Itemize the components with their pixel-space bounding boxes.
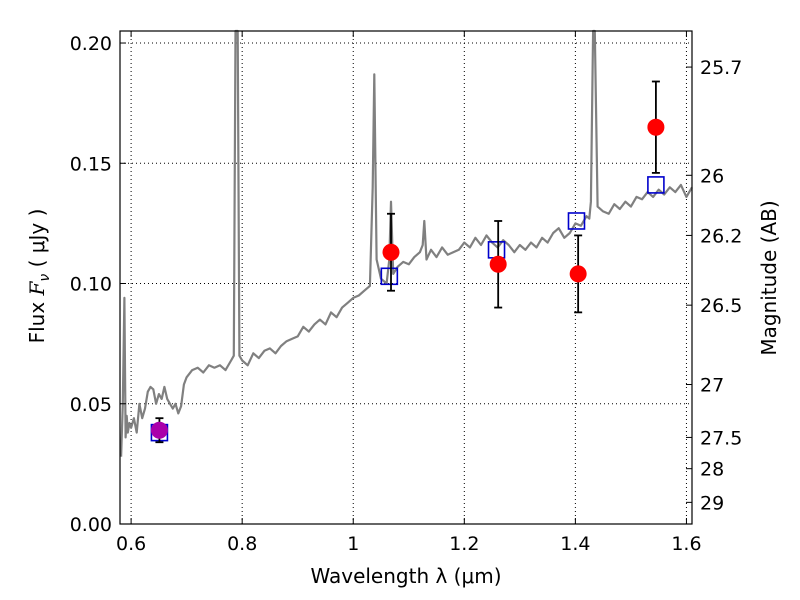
y2-axis-label: Magnitude (AB) xyxy=(757,200,781,355)
x-tick-label: 1.4 xyxy=(560,533,590,555)
y2-tick-label: 28 xyxy=(700,459,724,481)
y2-tick-label: 29 xyxy=(700,492,724,514)
y-axis-label-prefix: Flux xyxy=(25,295,49,343)
observed-point xyxy=(647,118,665,136)
x-tick-label: 0.6 xyxy=(116,533,146,555)
plot-frame xyxy=(119,30,693,525)
axes: 0.6 0.8 1 1.2 1.4 1.6 0.00 0.05 0.10 0.15 0.20 25.7… xyxy=(70,31,742,555)
y-tick-label: 0.20 xyxy=(70,33,112,55)
y2-tick-label: 26.2 xyxy=(700,225,742,247)
y-tick-label: 0.10 xyxy=(70,274,112,296)
error-bars xyxy=(155,80,660,444)
spectrum-layer xyxy=(120,29,693,457)
y-axis-label-suffix: ( μJy ) xyxy=(25,209,49,274)
x-tick-label: 1.6 xyxy=(671,533,701,555)
observed-point xyxy=(489,255,507,273)
y-tick-label: 0.00 xyxy=(70,514,112,536)
y2-tick-label: 26.5 xyxy=(700,295,742,317)
y-tick-label: 0.15 xyxy=(70,153,112,175)
model-square xyxy=(380,267,399,286)
spectrum-line xyxy=(120,29,693,457)
observed-point xyxy=(150,421,168,439)
y2-tick-label: 26 xyxy=(700,165,724,187)
x-tick-label: 1.2 xyxy=(449,533,479,555)
y2-tick-label: 27.5 xyxy=(700,427,742,449)
y-axis-label: Flux Fν ( μJy ) xyxy=(25,209,53,344)
y2-tick-label: 27 xyxy=(700,375,724,397)
model-square xyxy=(487,241,506,259)
model-square xyxy=(647,176,665,194)
x-tick-label: 0.8 xyxy=(227,533,257,555)
model-square xyxy=(567,212,586,230)
y-axis-label-sub: ν xyxy=(37,274,53,282)
y-tick-label: 0.05 xyxy=(70,394,112,416)
observed-points xyxy=(150,118,665,439)
y-axis-label-var: F xyxy=(25,280,49,296)
observed-point xyxy=(382,243,400,261)
y2-tick-label: 25.7 xyxy=(700,57,742,79)
grid xyxy=(120,31,692,525)
observed-point xyxy=(569,265,587,283)
x-tick-label: 1 xyxy=(347,533,359,555)
x-axis-label: Wavelength λ (μm) xyxy=(310,564,501,588)
